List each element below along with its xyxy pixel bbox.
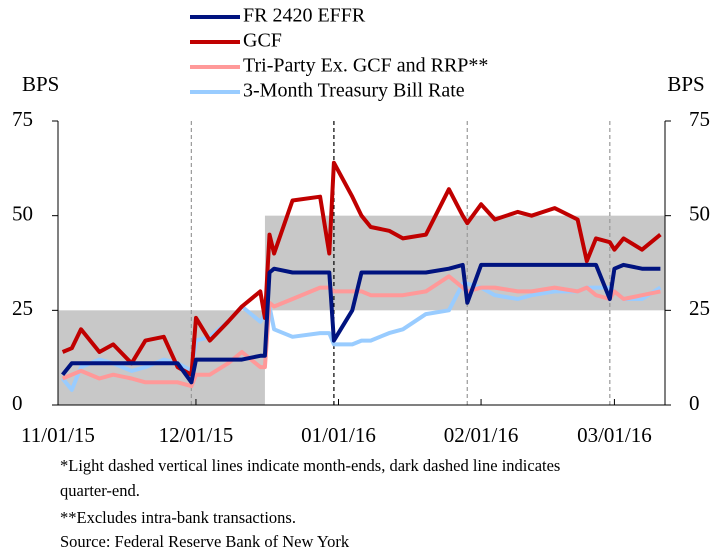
y-axis-label: BPS — [22, 72, 59, 96]
series-line — [61, 274, 661, 389]
x-tick-label: 12/01/15 — [159, 423, 234, 447]
y2-axis-label: BPS — [667, 72, 704, 96]
footnote: **Excludes intra-bank transactions. — [60, 508, 296, 527]
footnote: Source: Federal Reserve Bank of New York — [60, 532, 350, 551]
x-tick-label: 01/01/16 — [301, 423, 376, 447]
footnote: *Light dashed vertical lines indicate mo… — [60, 456, 560, 475]
y-tick-label: 50 — [12, 201, 33, 225]
y2-tick-label: 0 — [689, 391, 700, 415]
legend-label: Tri-Party Ex. GCF and RRP** — [243, 55, 488, 77]
y2-tick-label: 25 — [689, 296, 710, 320]
x-tick-label: 02/01/16 — [444, 423, 519, 447]
x-tick-label: 03/01/16 — [577, 423, 652, 447]
legend-label: GCF — [243, 30, 282, 52]
y-tick-label: 25 — [12, 296, 33, 320]
y-tick-label: 0 — [12, 391, 23, 415]
y2-tick-label: 75 — [689, 107, 710, 131]
series-line — [61, 262, 661, 385]
x-tick-label: 11/01/15 — [21, 423, 95, 447]
legend-label: FR 2420 EFFR — [243, 5, 366, 27]
y2-tick-label: 50 — [689, 201, 710, 225]
series-line — [61, 160, 662, 377]
legend-label: 3-Month Treasury Bill Rate — [243, 80, 465, 102]
footnote: quarter-end. — [60, 481, 140, 500]
y-tick-label: 75 — [12, 107, 33, 131]
